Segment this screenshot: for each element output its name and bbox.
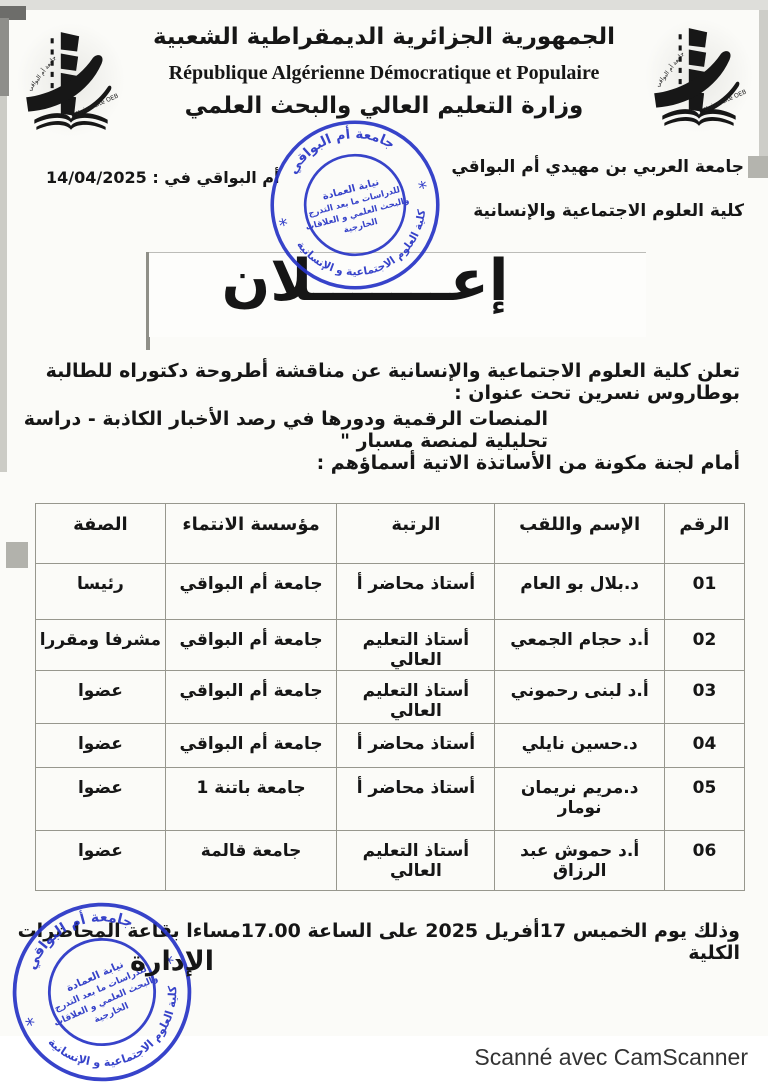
table-header-row: الرقم الإسم واللقب الرتبة مؤسسة الانتماء… [35, 503, 746, 564]
member-name: أ.د حجام الجمعي [494, 619, 665, 671]
committee-table: الرقم الإسم واللقب الرتبة مؤسسة الانتماء… [35, 503, 746, 891]
col-header-role: الصفة [35, 503, 166, 564]
member-name: د.حسين نايلي [494, 723, 665, 768]
member-name: د.مريم نريمان نومار [494, 767, 665, 831]
table-row: 03 أ.د لبنى رحموني أستاذ التعليم العالي … [35, 670, 746, 724]
member-role: عضوا [35, 767, 166, 831]
republic-name-french: République Algérienne Démocratique et Po… [168, 62, 600, 84]
camscanner-watermark: Scanné avec CamScanner [474, 1044, 748, 1070]
table-row: 02 أ.د حجام الجمعي أستاذ التعليم العالي … [35, 619, 746, 671]
scan-artifact-left-strip [0, 96, 7, 472]
place-and-date: أم البواقي في : 14/04/2025 [46, 168, 280, 187]
member-institution: جامعة أم البواقي [164, 723, 338, 768]
university-emblem-icon: جامعة أم البواقي Université OEB [654, 28, 748, 126]
scan-artifact-top-left-block [0, 6, 26, 20]
member-rank: أستاذ التعليم العالي [336, 830, 496, 891]
col-header-name: الإسم واللقب [494, 503, 665, 564]
member-number: 03 [663, 670, 746, 724]
member-rank: أستاذ محاضر أ [336, 723, 496, 768]
member-institution: جامعة أم البواقي [164, 563, 338, 620]
member-number: 05 [663, 767, 746, 831]
member-rank: أستاذ محاضر أ [336, 767, 496, 831]
logo-french-label: Université OEB [75, 92, 120, 118]
table-row: 04 د.حسين نايلي أستاذ محاضر أ جامعة أم ا… [35, 723, 746, 768]
member-number: 02 [663, 619, 746, 671]
stamp-star-right: * [416, 177, 430, 200]
scan-white-footer-strip [0, 1036, 768, 1087]
university-emblem-icon: جامعة أم البواقي Université OEB [26, 32, 120, 130]
table-row: 06 أ.د حموش عبد الرزاق أستاذ التعليم الع… [35, 830, 746, 891]
member-role: مشرفا ومقررا [35, 619, 166, 671]
university-logo: جامعة أم البواقي Université OEB [646, 20, 752, 132]
administration-signature: الإدارة [130, 946, 214, 977]
member-name: أ.د حموش عبد الرزاق [494, 830, 665, 891]
defense-schedule: وذلك يوم الخميس 17أفريل 2025 على الساعة … [17, 920, 740, 964]
issuing-faculty: كلية العلوم الاجتماعية والإنسانية [473, 201, 744, 221]
logo-french-label: Université OEB [703, 88, 748, 114]
member-rank: أستاذ التعليم العالي [336, 619, 496, 671]
member-role: عضوا [35, 830, 166, 891]
university-logo: جامعة أم البواقي Université OEB [18, 24, 124, 136]
dean-office-stamp-bottom: جامعة أم البواقي كلية العلوم الاجتماعية … [0, 868, 226, 1087]
member-institution: جامعة باتنة 1 [164, 767, 338, 831]
member-institution: جامعة قالمة [164, 830, 338, 891]
scan-artifact-left-square [6, 542, 28, 568]
member-role: عضوا [35, 723, 166, 768]
ministry-name: وزارة التعليم العالي والبحث العلمي [184, 93, 584, 119]
scan-artifact-fold-line [146, 252, 150, 350]
committee-intro: أمام لجنة مكونة من الأساتذة الاتية أسماؤ… [316, 452, 740, 474]
table-row: 05 د.مريم نريمان نومار أستاذ محاضر أ جام… [35, 767, 746, 831]
announcement-intro: تعلن كلية العلوم الاجتماعية والإنسانية ع… [45, 360, 740, 404]
round-stamp-icon: جامعة أم البواقي كلية العلوم الاجتماعية … [12, 891, 200, 1087]
col-header-institution: مؤسسة الانتماء [164, 503, 338, 564]
member-number: 01 [663, 563, 746, 620]
member-name: د.بلال بو العام [494, 563, 665, 620]
republic-name-arabic: الجمهورية الجزائرية الديمقراطية الشعبية [152, 24, 616, 50]
scan-artifact-left-bar [0, 18, 9, 96]
member-role: رئيسا [35, 563, 166, 620]
thesis-title: المنصات الرقمية ودورها في رصد الأخبار ال… [23, 408, 548, 452]
page-title: إعـــــــلان [221, 248, 509, 314]
member-rank: أستاذ التعليم العالي [336, 670, 496, 724]
col-header-rank: الرتبة [336, 503, 496, 564]
table-row: 01 د.بلال بو العام أستاذ محاضر أ جامعة أ… [35, 563, 746, 620]
member-number: 04 [663, 723, 746, 768]
member-institution: جامعة أم البواقي [164, 670, 338, 724]
scan-artifact-right-block [748, 156, 768, 178]
member-number: 06 [663, 830, 746, 891]
member-name: أ.د لبنى رحموني [494, 670, 665, 724]
scan-artifact-right-strip [759, 10, 768, 162]
scan-artifact-top-strip [0, 0, 768, 10]
issuing-university: جامعة العربي بن مهيدي أم البواقي [451, 157, 744, 177]
member-institution: جامعة أم البواقي [164, 619, 338, 671]
member-rank: أستاذ محاضر أ [336, 563, 496, 620]
member-role: عضوا [35, 670, 166, 724]
col-header-number: الرقم [663, 503, 746, 564]
title-band [149, 252, 646, 337]
